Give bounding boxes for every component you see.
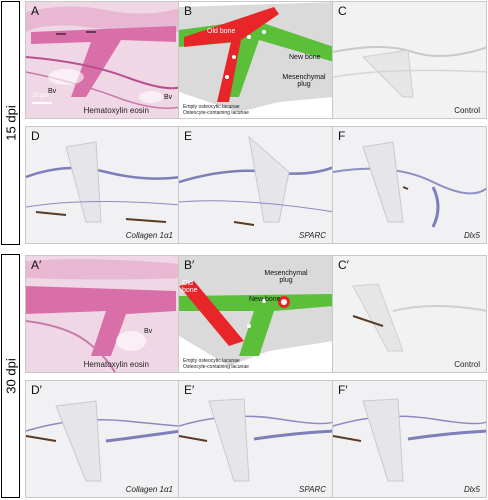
control-tissue-image [333, 2, 486, 118]
new-bone-label: New bone [249, 296, 281, 303]
panel-e-prime-sparc: E′ SPARC [178, 380, 333, 498]
panel-b-schematic-diagram: B Old bone New bone Mesenchymal plug Emp… [178, 1, 333, 119]
panel-letter: E [184, 129, 193, 143]
mesenchymal-plug-label: Mesenchymal plug [264, 270, 308, 284]
panel-f-prime-dlx5: F′ Dlx5 [332, 380, 487, 498]
panel-letter: B′ [184, 258, 195, 272]
ish-tissue-image [333, 127, 486, 243]
panel-caption: Control [454, 106, 480, 115]
row-label-30dpi: 30 dpi [1, 254, 20, 498]
panel-caption: Collagen 1α1 [125, 231, 173, 240]
panel-caption: Control [454, 360, 480, 369]
legend-empty-lacunae: Empty osteocytic lacunae [183, 358, 240, 364]
panel-c-control: C Control [332, 1, 487, 119]
panel-letter: B [184, 4, 193, 18]
panel-letter: E′ [184, 383, 195, 397]
panel-a-prime-hematoxylin-eosin: A′ Bv Hematoxylin eosin [25, 255, 180, 373]
panel-caption: Dlx5 [463, 485, 480, 494]
panel-letter: D′ [31, 383, 42, 397]
he-tissue-image [26, 256, 179, 372]
bone-schematic [179, 256, 332, 372]
ish-tissue-image [179, 127, 332, 243]
panel-caption: SPARC [299, 231, 326, 240]
panel-b-prime-schematic-diagram: B′ Old bone New bone Mesenchymal plug Em… [178, 255, 333, 373]
row-label-text: 15 dpi [3, 105, 18, 141]
ish-tissue-image [26, 127, 179, 243]
panel-d-collagen: D Collagen 1α1 [25, 126, 180, 244]
legend-osteocyte-lacunae: Osteocyte-containing lacunae [183, 364, 249, 370]
ish-tissue-image [179, 381, 332, 497]
panel-letter: D [31, 129, 40, 143]
he-tissue-image [26, 2, 179, 118]
legend: Empty osteocytic lacunae Osteocyte-conta… [183, 104, 249, 116]
mesenchymal-plug-label: Mesenchymal plug [282, 74, 326, 88]
panel-letter: A′ [31, 258, 42, 272]
panel-caption: Hematoxylin eosin [83, 360, 149, 369]
blood-vessel-label: Bv [144, 328, 153, 335]
old-bone-label: Old bone [182, 280, 198, 294]
panel-letter: C′ [338, 258, 349, 272]
panel-d-prime-collagen: D′ Collagen 1α1 [25, 380, 180, 498]
row-label-15dpi: 15 dpi [1, 1, 20, 245]
panel-caption: Hematoxylin eosin [83, 106, 149, 115]
scale-bar-label: 25 μm [32, 93, 49, 99]
blood-vessel-label: Bv [164, 94, 173, 101]
panel-letter: C [338, 4, 347, 18]
legend-osteocyte-lacunae: Osteocyte-containing lacunae [183, 110, 249, 116]
ish-tissue-image [26, 381, 179, 497]
old-bone-label: Old bone [207, 28, 236, 35]
bone-schematic [179, 2, 332, 118]
panel-e-sparc: E SPARC [178, 126, 333, 244]
panel-f-dlx5: F Dlx5 [332, 126, 487, 244]
panel-caption: Collagen 1α1 [125, 485, 173, 494]
legend-empty-lacunae: Empty osteocytic lacunae [183, 104, 240, 110]
new-bone-label: New bone [289, 54, 321, 61]
panel-caption: Dlx5 [463, 231, 480, 240]
panel-caption: SPARC [299, 485, 326, 494]
panel-letter: F [338, 129, 346, 143]
blood-vessel-label: Bv [48, 88, 57, 95]
row-label-text: 30 dpi [3, 358, 18, 394]
ish-tissue-image [333, 381, 486, 497]
scale-bar [32, 102, 52, 104]
legend: Empty osteocytic lacunae Osteocyte-conta… [183, 358, 249, 370]
panel-a-hematoxylin-eosin: A Bv Bv 25 μm Hematoxylin eosin [25, 1, 180, 119]
panel-c-prime-control: C′ Control [332, 255, 487, 373]
panel-letter: A [31, 4, 40, 18]
panel-letter: F′ [338, 383, 348, 397]
control-tissue-image [333, 256, 486, 372]
